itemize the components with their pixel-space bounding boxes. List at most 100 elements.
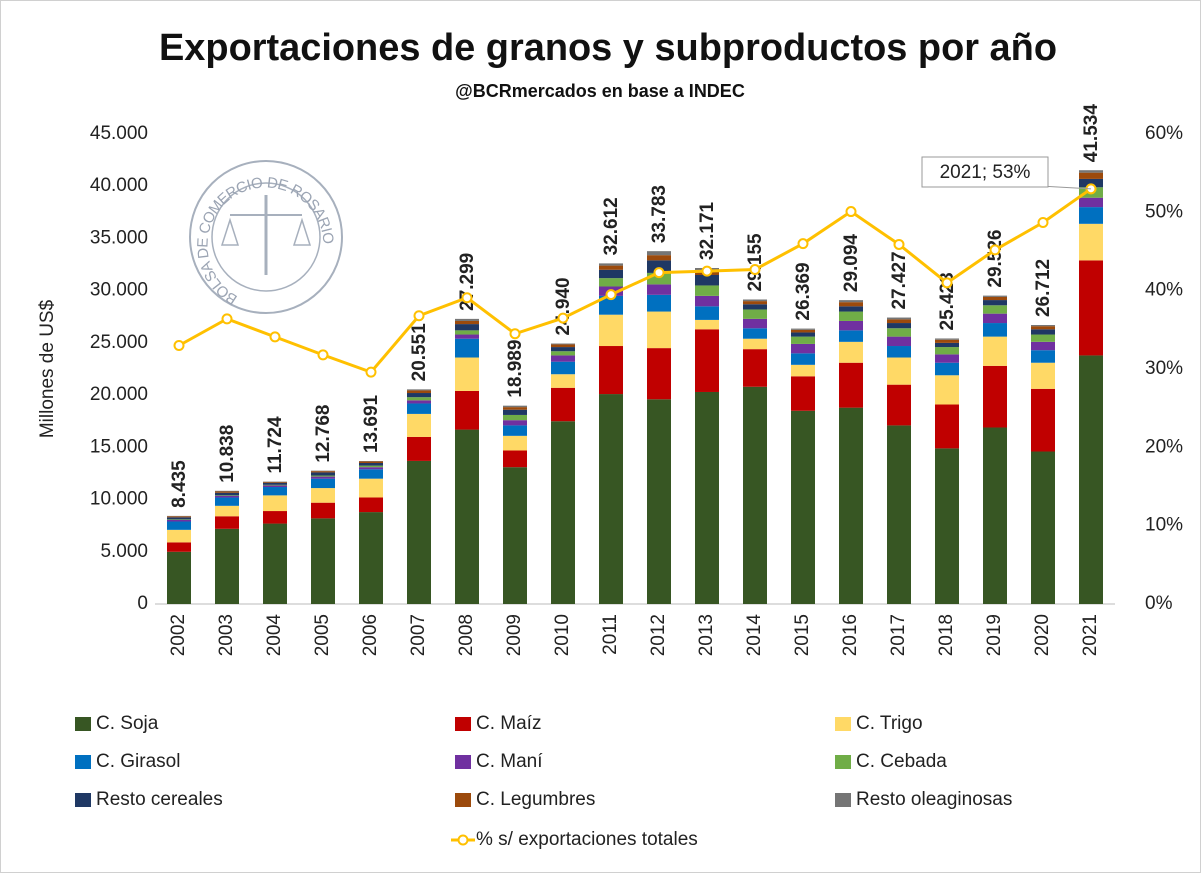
bar-segment (935, 354, 959, 363)
chart-title: Exportaciones de granos y subproductos p… (159, 27, 1057, 69)
line-point (365, 366, 377, 378)
y-tick-label: 10.000 (90, 489, 148, 510)
bar-segment (311, 470, 335, 472)
bar-segment (887, 425, 911, 604)
bar-segment (263, 482, 287, 485)
logo-scales (220, 217, 312, 246)
bar-segment (167, 521, 191, 530)
bar-segment (407, 460, 431, 604)
bar-segment (551, 355, 575, 362)
y-tick-label: 5.000 (100, 541, 148, 562)
bar-segment (743, 328, 767, 339)
bar-segment (887, 319, 911, 324)
bar-segment (1031, 325, 1055, 327)
line-point (173, 340, 185, 351)
bar-segment (1079, 260, 1103, 356)
bar-segment (743, 318, 767, 329)
total-label: 29.526 (985, 229, 1006, 287)
bar-segment (1079, 197, 1103, 208)
bar-segment (743, 304, 767, 310)
bar-segment (983, 365, 1007, 428)
bar-segment (407, 397, 431, 401)
legend-label: C. Maíz (476, 713, 541, 734)
bar-segment (599, 394, 623, 604)
bar-segment (359, 469, 383, 479)
x-tick-label: 2011 (600, 614, 621, 655)
bar-segment (1079, 172, 1103, 179)
y-tick-label: 20.000 (90, 384, 148, 405)
bar-segment (839, 300, 863, 303)
bar-segment (167, 517, 191, 520)
bar-segment (503, 467, 527, 604)
legend-swatch (455, 793, 471, 807)
bar-segment (647, 260, 671, 273)
bar-segment (311, 471, 335, 473)
total-label: 27.427 (889, 251, 910, 309)
bar-segment (407, 413, 431, 437)
bar-segment (551, 361, 575, 375)
bar-segment (935, 347, 959, 355)
bar-segment (359, 463, 383, 466)
line-point (269, 331, 281, 343)
bar-segment (935, 404, 959, 449)
y2-tick-label: 30% (1145, 358, 1183, 379)
bar-segment (743, 386, 767, 604)
bar-segment (935, 338, 959, 340)
bar-segment (359, 497, 383, 513)
line-point (461, 292, 473, 304)
y-tick-label: 15.000 (90, 436, 148, 457)
logo-ring (189, 160, 343, 314)
bar-segment (887, 384, 911, 426)
total-label: 25.423 (937, 272, 958, 330)
legend-label: Resto oleaginosas (856, 789, 1012, 810)
line-point (797, 238, 809, 250)
line-point (893, 238, 905, 250)
bar-segment (647, 294, 671, 312)
y2-tick-label: 60% (1145, 123, 1183, 144)
bar-segment (887, 336, 911, 347)
x-tick-label: 2018 (936, 614, 957, 656)
bar-segment (839, 306, 863, 312)
bar-segment (359, 478, 383, 498)
bar-segment (743, 338, 767, 350)
bar-segment (647, 272, 671, 285)
bar-segment (791, 343, 815, 354)
total-label: 26.369 (793, 262, 814, 320)
bar-segment (983, 336, 1007, 366)
bar-segment (263, 481, 287, 483)
total-label: 29.155 (745, 233, 766, 292)
bar-segment (935, 339, 959, 343)
bar-segment (791, 410, 815, 604)
x-tick-label: 2015 (792, 614, 813, 656)
bar-segment (599, 314, 623, 347)
x-tick-label: 2005 (312, 614, 333, 656)
bar-segment (1031, 329, 1055, 335)
bar-segment (983, 323, 1007, 337)
bar-segment (167, 519, 191, 522)
y-tick-label: 35.000 (90, 227, 148, 248)
bar-segment (695, 295, 719, 307)
total-label: 20.551 (409, 323, 430, 382)
legend-swatch (835, 755, 851, 769)
x-tick-label: 2019 (984, 614, 1005, 656)
bar-segment (599, 265, 623, 270)
bar-segment (983, 305, 1007, 314)
y-tick-label: 45.000 (90, 123, 148, 144)
bar-segment (1079, 355, 1103, 604)
bar-segment (743, 349, 767, 387)
annotation-box (921, 156, 1049, 188)
line-series (178, 187, 1092, 374)
legend-label: C. Legumbres (476, 789, 595, 810)
bar-segment (791, 332, 815, 337)
bar-segment (215, 497, 239, 506)
bar-segment (599, 263, 623, 266)
bar-segment (647, 255, 671, 261)
bar-segment (263, 487, 287, 496)
bar-segment (455, 330, 479, 335)
bar-segment (983, 300, 1007, 306)
total-label: 32.612 (601, 197, 622, 255)
legend-swatch (75, 717, 91, 731)
bar-segment (455, 324, 479, 331)
bar-segment (791, 329, 815, 333)
bar-segment (503, 407, 527, 410)
